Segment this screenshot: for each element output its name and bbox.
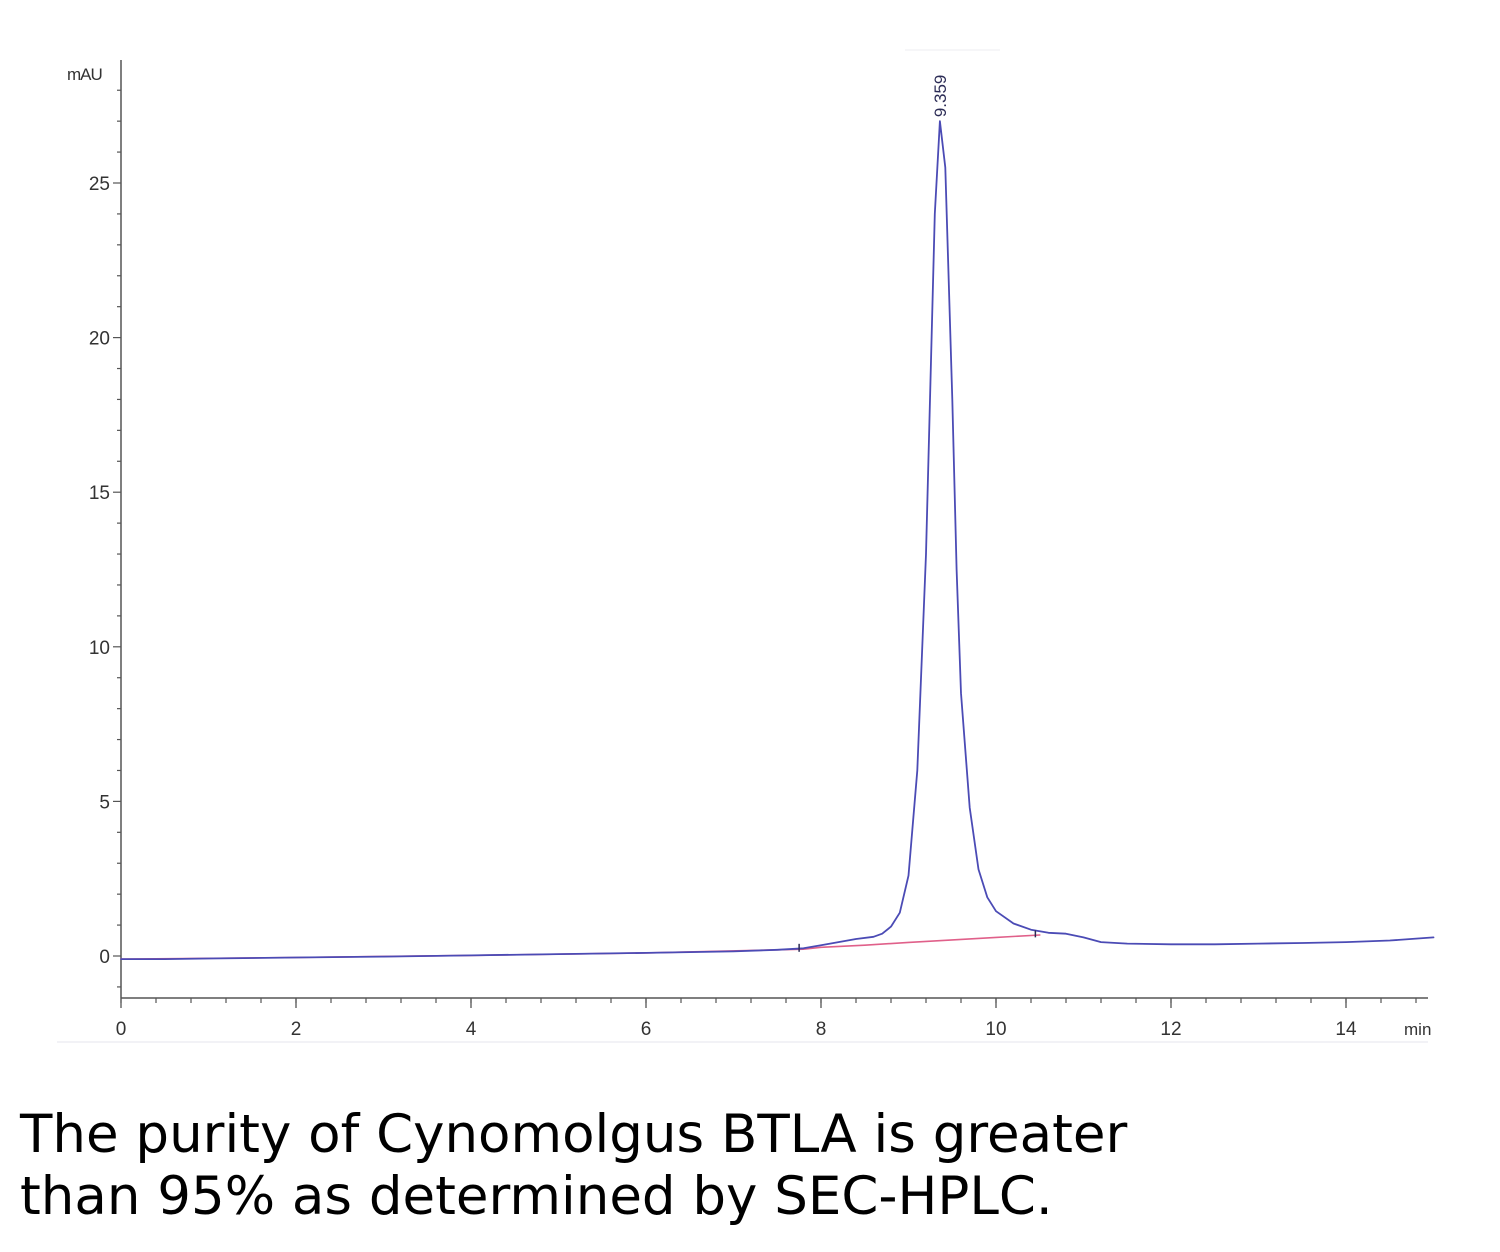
x-tick-label: 4 (466, 1019, 477, 1040)
baseline-trace (120, 934, 1041, 960)
y-tick-label: 0 (99, 947, 110, 968)
y-tick-label: 15 (89, 483, 110, 504)
y-axis-unit-label: mAU (67, 65, 102, 84)
x-tick-label: 8 (816, 1019, 827, 1040)
label-layer: 0 5 10 15 20 25 0 2 4 6 8 10 12 14 mAU min 9.359 (67, 65, 1431, 1040)
y-tick-label: 20 (89, 329, 110, 350)
x-tick-label: 14 (1335, 1019, 1357, 1040)
chromatogram-chart: 0 5 10 15 20 25 0 2 4 6 8 10 12 14 mAU min 9.359 (57, 49, 1435, 1043)
x-tick-label: 12 (1160, 1019, 1181, 1040)
axes-layer (57, 49, 1428, 1043)
x-tick-label: 6 (641, 1019, 652, 1040)
y-tick-label: 25 (89, 174, 110, 195)
y-tick-label: 5 (99, 792, 110, 813)
caption-line-1: The purity of Cynomolgus BTLA is greater (20, 1104, 1128, 1165)
series-layer (120, 120, 1435, 960)
y-tick-label: 10 (89, 638, 110, 659)
peak-retention-label: 9.359 (931, 75, 950, 118)
chart-svg: 0 5 10 15 20 25 0 2 4 6 8 10 12 14 mAU min 9.359 (57, 49, 1435, 1043)
caption-line-2: than 95% as determined by SEC-HPLC. (20, 1166, 1053, 1227)
x-tick-label: 2 (291, 1019, 302, 1040)
x-axis-unit-label: min (1404, 1020, 1431, 1039)
x-tick-label: 10 (985, 1019, 1006, 1040)
x-tick-label: 0 (116, 1019, 127, 1040)
chromatogram-trace (120, 120, 1435, 960)
caption: The purity of Cynomolgus BTLA is greater… (20, 1104, 1460, 1228)
